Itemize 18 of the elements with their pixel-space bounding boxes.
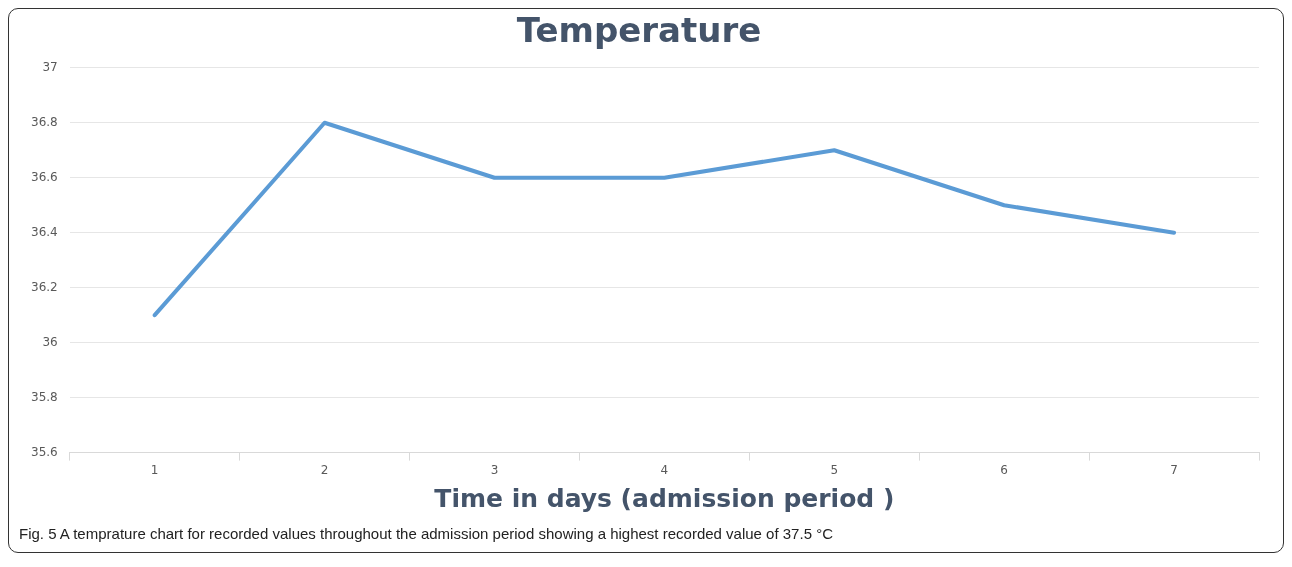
y-tick-label: 36.6 <box>31 169 58 184</box>
chart-title: Temperature <box>516 10 762 51</box>
caption: Fig. 5 A temprature chart for recorded values throughout the admission period showing a highest recorded value of 37.5 °C <box>18 524 834 544</box>
x-tick-label: 6 <box>1000 462 1008 477</box>
y-tick-label: 35.6 <box>31 444 58 459</box>
x-tick-label: 3 <box>490 462 499 477</box>
y-tick-label: 35.8 <box>31 389 58 404</box>
x-tick-label: 4 <box>660 462 669 477</box>
y-tick-label: 37 <box>42 59 58 74</box>
y-tick-label: 36 <box>42 334 58 349</box>
x-tick-label: 7 <box>1170 462 1178 477</box>
y-tick-label: 36.8 <box>31 114 58 129</box>
x-tick-label: 2 <box>320 462 329 477</box>
y-tick-label: 36.4 <box>31 224 58 239</box>
x-axis-title: Time in days (admission period ) <box>434 483 895 513</box>
x-tick-label: 5 <box>830 462 839 477</box>
x-tick-label: 1 <box>150 462 159 477</box>
y-tick-label: 36.2 <box>31 279 58 294</box>
